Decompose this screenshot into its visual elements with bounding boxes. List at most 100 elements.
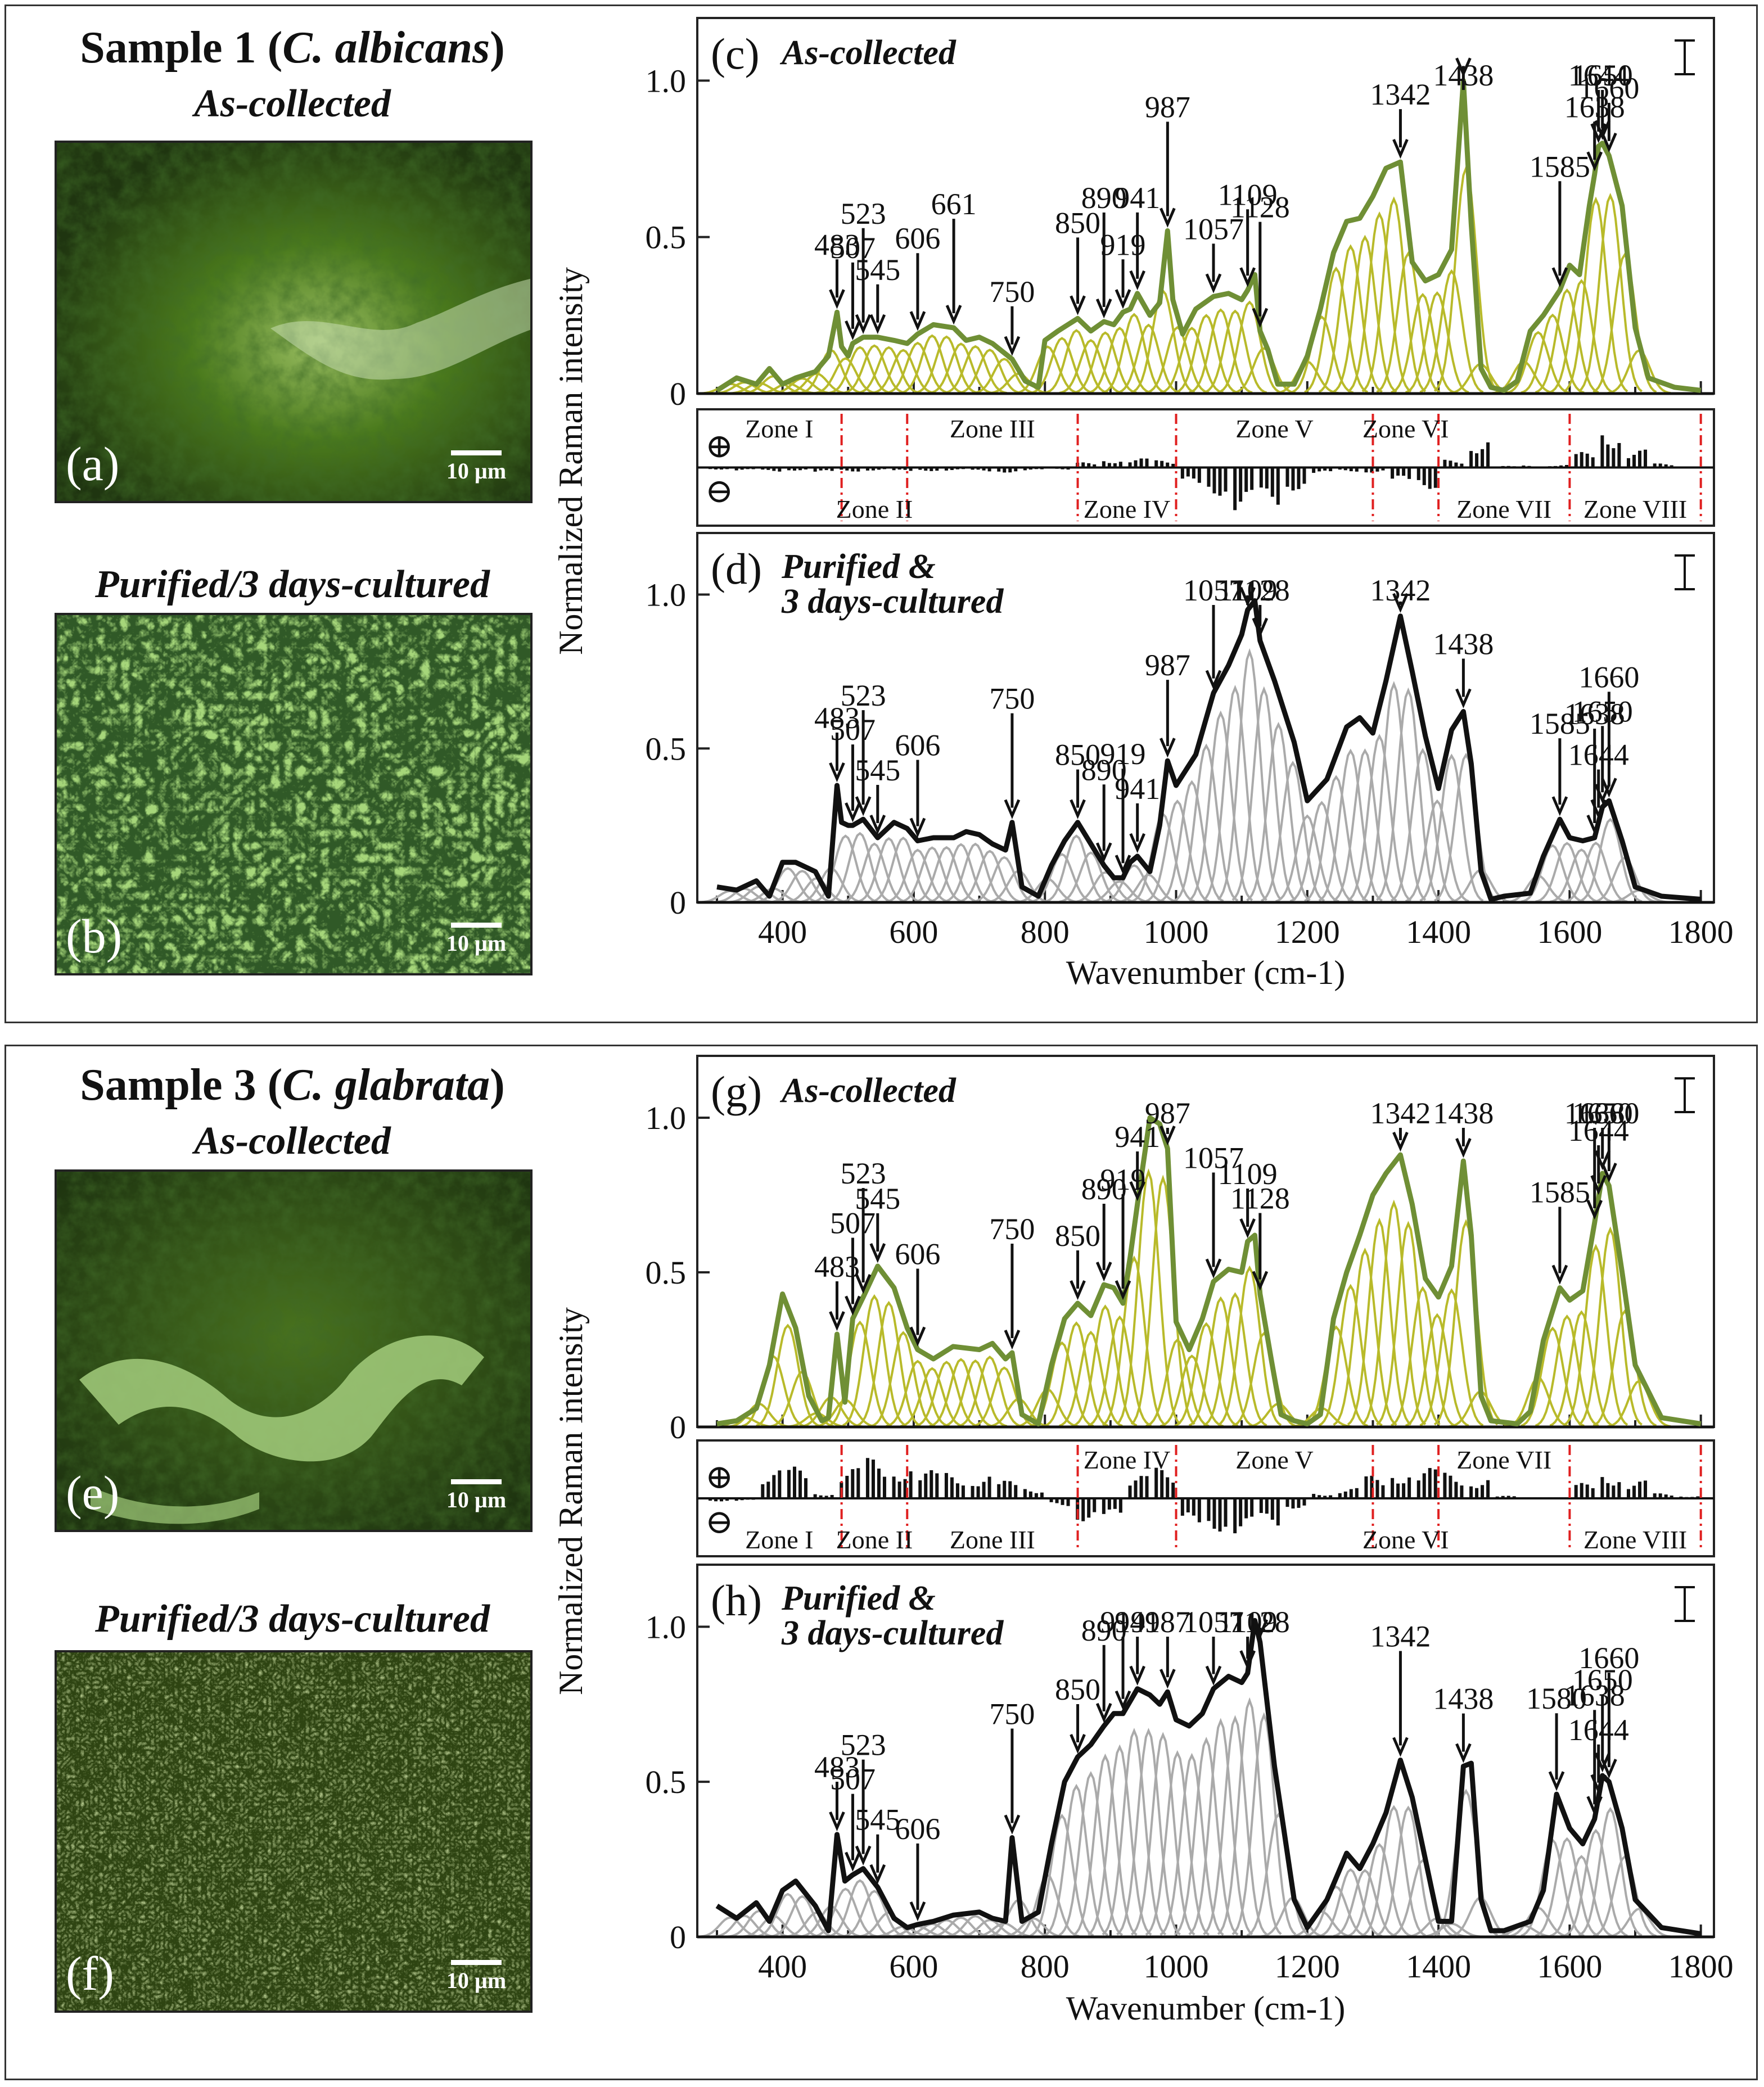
micrograph-e-image <box>57 1172 530 1530</box>
peak-arrowhead-3-10 <box>1160 1126 1176 1146</box>
peak-label-0-7: 850 <box>1055 206 1100 240</box>
peak-arrowhead-0-21 <box>1601 132 1617 153</box>
diff-bar-1 <box>1443 459 1447 468</box>
deconvolution-bands-5 <box>698 1697 1671 1938</box>
peak-label-2-16: 1585 <box>1530 707 1590 740</box>
diff-bar-4 <box>1023 1489 1027 1498</box>
zone-label-4-1: Zone II <box>836 1525 913 1554</box>
deconvolution-band <box>1361 681 1427 901</box>
peak-label-5-20: 1660 <box>1578 1641 1639 1675</box>
deconvolution-band <box>1563 1244 1628 1426</box>
spectrum-line-2 <box>716 598 1702 902</box>
diff-bar-1 <box>1318 467 1321 472</box>
scale-bar-a: 10 µm <box>443 450 510 484</box>
diff-bar-4 <box>1233 1498 1237 1534</box>
peak-label-2-2: 523 <box>841 679 886 712</box>
diff-bar-4 <box>778 1470 782 1498</box>
diff-bar-4 <box>1574 1485 1578 1498</box>
diff-bar-4 <box>1265 1498 1269 1514</box>
diff-bar-1 <box>1664 464 1668 468</box>
diff-bar-4 <box>1501 1496 1505 1498</box>
diff-bar-4 <box>725 1498 729 1501</box>
peak-arrowhead-2-11 <box>1205 670 1222 690</box>
peak-arrowhead-2-18 <box>1590 799 1607 819</box>
diff-bar-4 <box>1107 1498 1111 1510</box>
diff-bar-1 <box>1501 466 1505 468</box>
diff-bar-4 <box>1375 1480 1379 1498</box>
diff-bar-4 <box>1481 1485 1485 1498</box>
diff-bar-1 <box>1218 467 1222 496</box>
deconvolution-band <box>828 346 892 395</box>
diff-bar-4 <box>1343 1491 1347 1498</box>
deconvolution-band <box>856 1300 921 1427</box>
sample-3-cultured-label: Purified/3 days-cultured <box>95 1597 490 1641</box>
deconvolution-band <box>1117 873 1180 904</box>
diff-bar-4 <box>1606 1483 1610 1498</box>
diff-bar-1 <box>930 467 933 471</box>
deconvolution-band <box>1160 780 1224 902</box>
diff-bar-1 <box>751 467 755 469</box>
diff-bar-4 <box>1113 1498 1117 1509</box>
diff-bar-1 <box>976 467 980 470</box>
peak-label-0-3: 545 <box>855 253 900 287</box>
diff-bar-4 <box>792 1466 796 1498</box>
panel-letter-0: (c) <box>711 29 760 78</box>
deconvolution-band <box>900 334 964 394</box>
diff-bar-1 <box>1533 466 1537 468</box>
diff-bar-4 <box>1323 1496 1327 1498</box>
y-axis-label-top: Normalized Raman intensity <box>552 267 589 655</box>
y-tick-label-2-1: 0.5 <box>646 730 687 767</box>
deconvolution-band <box>1535 288 1599 394</box>
deconvolution-band <box>1578 817 1643 903</box>
deconvolution-band <box>857 837 921 903</box>
diff-bar-1 <box>851 467 855 472</box>
peak-label-0-21: 1660 <box>1578 71 1639 105</box>
deconvolution-band <box>1361 196 1427 392</box>
diff-bar-1 <box>924 467 928 471</box>
diff-bar-1 <box>1627 458 1631 468</box>
diff-bar-1 <box>1355 467 1359 472</box>
peak-arrowhead-3-5 <box>1004 1330 1021 1350</box>
peak-arrowhead-3-11 <box>1205 1258 1222 1279</box>
peak-arrowhead-2-15 <box>1455 688 1472 708</box>
diff-bar-4 <box>708 1498 712 1501</box>
diff-bar-4 <box>1644 1480 1648 1498</box>
peak-arrowhead-5-6 <box>1070 1734 1086 1754</box>
diff-bar-4 <box>1008 1481 1012 1498</box>
peak-label-3-11: 1057 <box>1183 1141 1244 1175</box>
peak-label-0-4: 606 <box>895 222 940 255</box>
deconvolution-band <box>944 842 1008 903</box>
diff-bar-4 <box>1166 1477 1170 1498</box>
zone-label-4-6: Zone VII <box>1456 1445 1551 1474</box>
y-tick-label-0-1: 0.5 <box>646 219 687 256</box>
peak-arrowhead-5-19 <box>1594 1752 1610 1773</box>
diff-bar-4 <box>1627 1489 1631 1498</box>
diff-bar-4 <box>1454 1481 1458 1498</box>
diff-bar-1 <box>1329 467 1333 472</box>
peak-label-0-2: 523 <box>841 197 886 231</box>
diff-bar-4 <box>1212 1498 1216 1529</box>
diff-bar-4 <box>918 1480 922 1498</box>
diff-bar-1 <box>918 467 922 470</box>
diff-bar-4 <box>1118 1498 1122 1513</box>
diff-bar-1 <box>740 467 744 470</box>
diff-bar-1 <box>1548 466 1552 468</box>
diff-bar-1 <box>845 467 849 471</box>
panel-letter-2: (d) <box>711 544 762 593</box>
y-tick-label-0-0: 0 <box>670 376 686 412</box>
peak-arrowhead-2-20 <box>1601 778 1617 798</box>
peak-label-3-18: 1644 <box>1568 1114 1629 1148</box>
peak-label-5-12: 1109 <box>1218 1605 1278 1639</box>
diff-bar-4 <box>1580 1483 1583 1498</box>
diff-bar-4 <box>897 1481 901 1498</box>
deconvolution-band <box>929 342 993 394</box>
x-axis-label-bottom: Wavenumber (cm-1) <box>1066 1990 1346 2027</box>
x-tick-label-2-0: 400 <box>758 914 807 950</box>
peak-label-0-1: 507 <box>830 231 876 265</box>
peak-label-5-17: 1638 <box>1564 1678 1625 1712</box>
spectrum-line-5 <box>715 1618 1702 1936</box>
micrograph-a-image <box>57 143 530 501</box>
deconvolution-band <box>1203 685 1267 901</box>
diff-bar-1 <box>1554 466 1558 468</box>
panel-letter-5: (h) <box>711 1576 762 1625</box>
